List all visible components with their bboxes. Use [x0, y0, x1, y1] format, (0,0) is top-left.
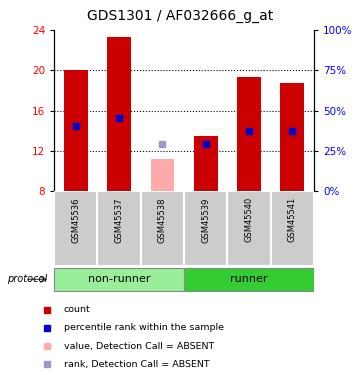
Bar	[227, 191, 271, 266]
Bar	[141, 191, 184, 266]
Text: count: count	[64, 305, 91, 314]
Bar	[97, 191, 141, 266]
Text: GDS1301 / AF032666_g_at: GDS1301 / AF032666_g_at	[87, 9, 274, 23]
Text: runner: runner	[230, 274, 268, 284]
Text: value, Detection Call = ABSENT: value, Detection Call = ABSENT	[64, 342, 214, 351]
Bar	[194, 136, 218, 191]
Bar	[107, 37, 131, 191]
Bar	[271, 191, 314, 266]
Text: GSM45536: GSM45536	[71, 197, 80, 243]
Text: percentile rank within the sample: percentile rank within the sample	[64, 323, 224, 333]
Bar	[184, 268, 314, 291]
Text: protocol: protocol	[7, 274, 47, 284]
Text: rank, Detection Call = ABSENT: rank, Detection Call = ABSENT	[64, 360, 209, 369]
Bar	[54, 191, 97, 266]
Bar	[54, 268, 184, 291]
Bar	[64, 70, 88, 191]
Text: GSM45537: GSM45537	[115, 197, 123, 243]
Bar	[151, 159, 174, 191]
Text: GSM45541: GSM45541	[288, 197, 297, 243]
Text: GSM45539: GSM45539	[201, 197, 210, 243]
Bar	[280, 83, 304, 191]
Bar	[237, 77, 261, 191]
Text: GSM45540: GSM45540	[245, 197, 253, 243]
Bar	[184, 191, 227, 266]
Text: GSM45538: GSM45538	[158, 197, 167, 243]
Text: non-runner: non-runner	[88, 274, 151, 284]
